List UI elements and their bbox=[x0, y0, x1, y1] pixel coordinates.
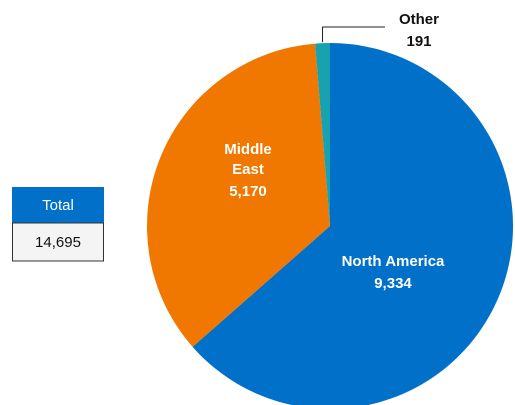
total-value: 14,695 bbox=[35, 234, 81, 251]
slice-label: North America bbox=[342, 253, 445, 270]
slice-value: 9,334 bbox=[374, 275, 412, 292]
pie-slice bbox=[147, 43, 330, 347]
total-label: Total bbox=[42, 197, 74, 214]
pie-slice bbox=[315, 43, 330, 226]
total-box bbox=[12, 222, 104, 262]
slice-label: Other bbox=[399, 11, 439, 28]
slice-value: 191 bbox=[406, 33, 431, 50]
pie-slice bbox=[192, 43, 513, 405]
total-header bbox=[12, 187, 104, 223]
slice-label: Middle East bbox=[224, 141, 272, 178]
leader-line bbox=[322, 26, 385, 43]
slice-value: 5,170 bbox=[229, 183, 267, 200]
